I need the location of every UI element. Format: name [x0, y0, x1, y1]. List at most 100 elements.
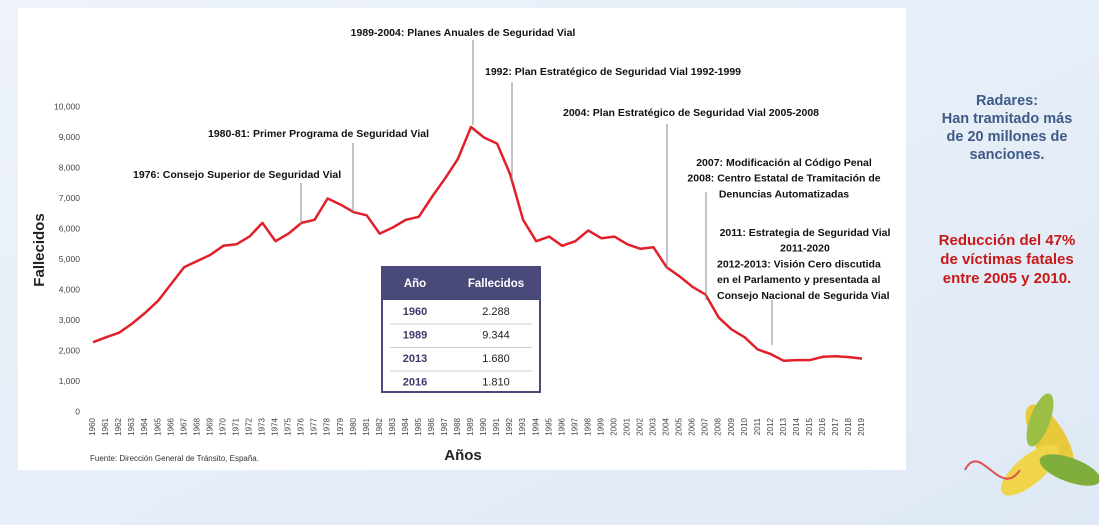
- data-table: Año Fallecidos 1960 2.288 1989 9.344 2013 1.680…: [381, 266, 541, 393]
- x-tick-label: 2005: [675, 417, 684, 435]
- x-tick-label: 1987: [440, 417, 449, 435]
- x-tick-label: 2008: [714, 417, 723, 435]
- table-header-cell: Fallecidos: [468, 278, 524, 290]
- x-tick-label: 1984: [401, 417, 410, 435]
- x-tick-label: 1999: [596, 417, 605, 435]
- x-tick-label: 1998: [583, 417, 592, 435]
- x-tick-label: 1979: [336, 417, 345, 435]
- x-tick-label: 1985: [414, 417, 423, 435]
- x-tick-label: 1970: [218, 417, 227, 435]
- table-header-cell: Año: [404, 278, 426, 290]
- x-tick-label: 1963: [127, 417, 136, 435]
- y-tick-label: 1,000: [59, 376, 81, 386]
- table-cell: 2013: [403, 353, 427, 365]
- y-axis-label: Fallecidos: [31, 213, 48, 286]
- x-tick-label: 1964: [140, 417, 149, 435]
- source: Fuente: Dirección General de Tránsito, E…: [90, 454, 259, 463]
- y-tick-label: 9,000: [59, 132, 81, 142]
- y-tick-label: 10,000: [54, 101, 80, 111]
- x-tick-label: 1977: [310, 417, 319, 435]
- x-tick-label: 2000: [609, 417, 618, 435]
- annotation: 1976: Consejo Superior de Seguridad Vial: [133, 169, 341, 181]
- y-tick-label: 7,000: [59, 193, 81, 203]
- x-tick-label: 1991: [492, 417, 501, 435]
- x-tick-label: 1976: [297, 417, 306, 435]
- x-tick-label: 1965: [153, 417, 162, 435]
- annotation: 2007: Modificación al Código Penal: [696, 157, 872, 169]
- x-tick-label: 2006: [688, 417, 697, 435]
- x-tick-label: 1971: [231, 417, 240, 435]
- table-cell: 2.288: [482, 306, 510, 318]
- y-tick-label: 3,000: [59, 315, 81, 325]
- x-tick-label: 2014: [792, 417, 801, 435]
- x-tick-label: 2015: [805, 417, 814, 435]
- x-axis-label: Años: [444, 447, 482, 464]
- leaf-decoration: [964, 393, 1099, 496]
- x-tick-label: 2002: [636, 417, 645, 435]
- y-tick-label: 4,000: [59, 284, 81, 294]
- y-tick-label: 6,000: [59, 223, 81, 233]
- x-tick-label: 2016: [818, 417, 827, 435]
- annotation: 1989-2004: Planes Anuales de Seguridad V…: [351, 27, 576, 39]
- table-cell: 1.810: [482, 376, 510, 388]
- y-tick-label: 8,000: [59, 162, 81, 172]
- x-tick-label: 1990: [479, 417, 488, 435]
- x-tick-label: 2004: [662, 417, 671, 435]
- x-tick-label: 1982: [375, 417, 384, 435]
- table-cell: 1.680: [482, 353, 510, 365]
- x-tick-label: 1992: [505, 417, 514, 435]
- x-tick-label: 1994: [531, 417, 540, 435]
- x-tick-label: 1961: [101, 417, 110, 435]
- y-tick-label: 2,000: [59, 345, 81, 355]
- side-highlight: Reducción del 47%: [939, 232, 1076, 249]
- x-tick-label: 1975: [284, 417, 293, 435]
- side-note: de 20 millones de: [947, 129, 1068, 145]
- x-tick-label: 2012: [766, 417, 775, 435]
- x-tick-label: 1981: [362, 417, 371, 435]
- x-tick-label: 1989: [466, 417, 475, 435]
- annotation: 2011-2020: [780, 243, 830, 255]
- x-tick-label: 2013: [779, 417, 788, 435]
- x-tick-label: 2011: [753, 417, 762, 435]
- annotation: 2008: Centro Estatal de Tramitación de: [687, 173, 880, 185]
- x-tick-label: 1988: [453, 417, 462, 435]
- side-highlight: entre 2005 y 2010.: [943, 270, 1071, 287]
- x-tick-label: 2003: [649, 417, 658, 435]
- x-tick-label: 1960: [88, 417, 97, 435]
- x-tick-label: 1967: [179, 417, 188, 435]
- x-tick-label: 1978: [323, 417, 332, 435]
- line: [92, 125, 863, 363]
- annotation: 1992: Plan Estratégico de Seguridad Vial…: [485, 66, 741, 78]
- annotation: 1980-81: Primer Programa de Seguridad Vi…: [208, 128, 429, 140]
- x-tick-label: 2010: [740, 417, 749, 435]
- y-tick-label: 0: [75, 406, 80, 416]
- annotation: Consejo Nacional de Segurida Vial: [717, 290, 890, 302]
- x-tick-label: 2007: [701, 417, 710, 435]
- table-cell: 9.344: [482, 329, 510, 341]
- x-tick-label: 2019: [857, 417, 866, 435]
- x-tick-label: 1972: [245, 417, 254, 435]
- x-tick-label: 1966: [166, 417, 175, 435]
- annotation: Denuncias Automatizadas: [719, 188, 849, 200]
- side-note: Radares:: [976, 93, 1038, 109]
- x-tick-label: 1993: [518, 417, 527, 435]
- x-tick-label: 2018: [844, 417, 853, 435]
- table-cell: 1960: [403, 306, 427, 318]
- x-tick-label: 1986: [427, 417, 436, 435]
- x-tick-label: 1996: [557, 417, 566, 435]
- y-tick-label: 5,000: [59, 254, 81, 264]
- x-tick-label: 1968: [192, 417, 201, 435]
- x-tick-label: 2001: [622, 417, 631, 435]
- x-tick-label: 1974: [271, 417, 280, 435]
- x-tick-label: 1969: [205, 417, 214, 435]
- side-note: Han tramitado más: [942, 111, 1073, 127]
- x-tick-label: 1995: [544, 417, 553, 435]
- x-tick-label: 1983: [388, 417, 397, 435]
- annotation: 2004: Plan Estratégico de Seguridad Vial…: [563, 107, 819, 119]
- table-cell: 2016: [403, 376, 427, 388]
- x-tick-label: 1980: [349, 417, 358, 435]
- chart-panel: [18, 8, 906, 470]
- annotation: 2011: Estrategia de Seguridad Vial: [720, 227, 891, 239]
